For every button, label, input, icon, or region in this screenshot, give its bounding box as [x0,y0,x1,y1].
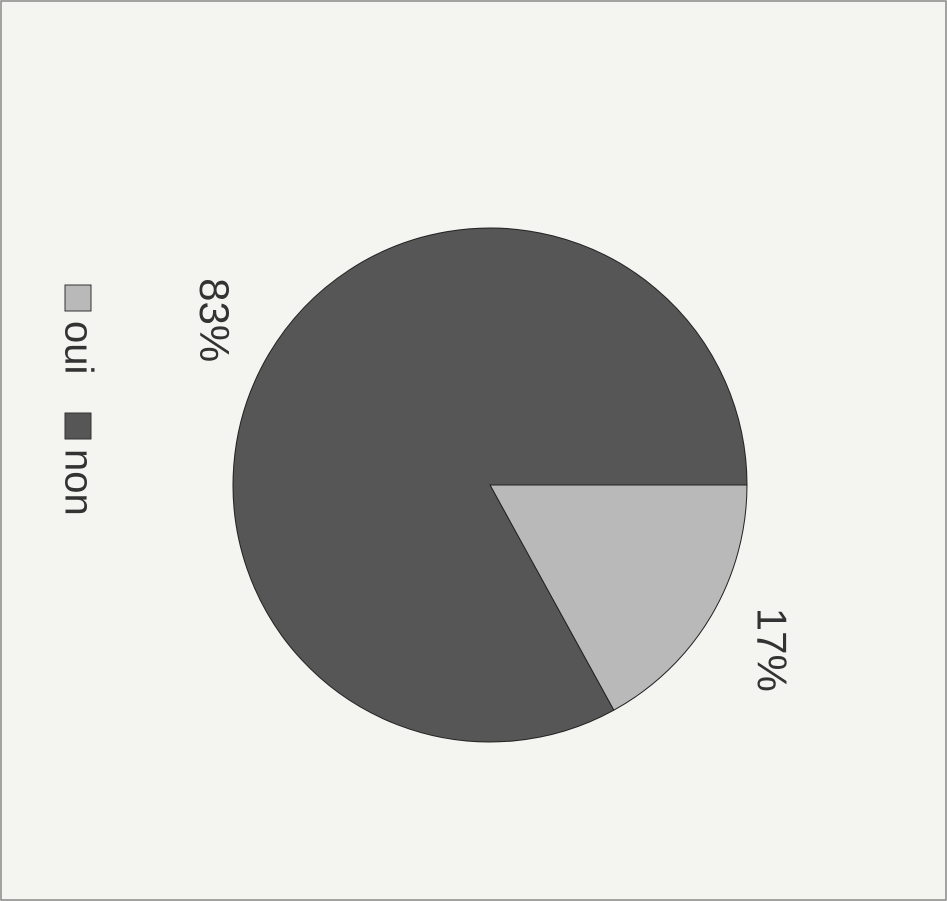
pie-slice [489,484,748,711]
pie-slice [232,227,748,743]
legend-swatch [64,412,92,440]
data-label: 83% [191,278,238,362]
legend-label: oui [56,321,100,374]
legend-label: non [56,449,100,516]
legend-swatch [64,284,92,312]
data-label: 17% [749,608,796,692]
legend: oui non [56,284,100,516]
